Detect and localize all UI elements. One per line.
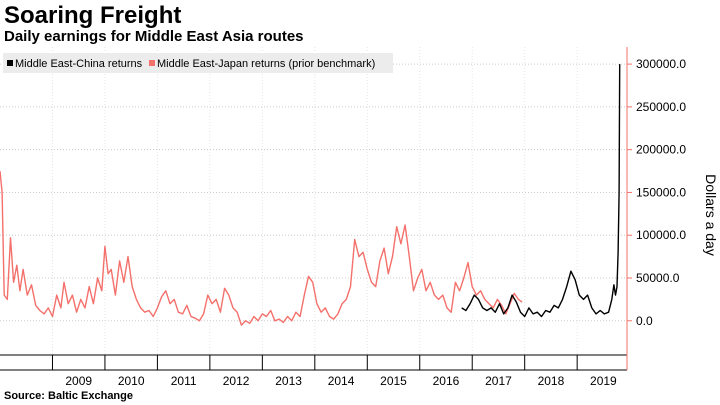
chart-title: Soaring Freight [4,2,182,29]
x-tick-label: 2014 [328,374,355,388]
source-note: Source: Baltic Exchange [4,390,133,402]
series-line-china [461,64,621,318]
x-tick-label: 2017 [485,374,512,388]
y-tick-label: 200000.0 [636,143,686,157]
legend: Middle East-China returns Middle East-Ja… [3,53,393,73]
legend-background [3,53,393,73]
y-tick-label: 50000.0 [636,271,680,285]
y-tick-label: 0.0 [636,314,653,328]
x-tick-label: 2012 [223,374,250,388]
y-tick-label: 250000.0 [636,100,686,114]
x-tick-label: 2009 [65,374,92,388]
x-tick-label: 2019 [590,374,617,388]
series-lines [0,64,621,326]
legend-label-japan: Middle East-Japan returns (prior benchma… [157,58,375,70]
x-tick-label: 2011 [171,374,197,388]
x-tick-label: 2010 [118,374,145,388]
chart-subtitle: Daily earnings for Middle East Asia rout… [4,28,304,45]
axes: 300000.0 250000.0 200000.0 150000.0 100000.0… [0,47,686,388]
legend-label-china: Middle East-China returns [15,58,143,70]
x-tick-label: 2018 [538,374,565,388]
gridlines [0,47,627,355]
legend-swatch-china [7,60,13,66]
y-tick-label: 100000.0 [636,228,686,242]
y-axis-label: Dollars a day [703,174,719,256]
x-tick-label: 2013 [275,374,302,388]
y-tick-label: 300000.0 [636,57,686,71]
legend-swatch-japan [149,60,155,66]
y-tick-label: 150000.0 [636,185,686,199]
x-tick-label: 2015 [380,374,407,388]
series-line-japan [0,171,523,326]
x-tick-label: 2016 [433,374,460,388]
